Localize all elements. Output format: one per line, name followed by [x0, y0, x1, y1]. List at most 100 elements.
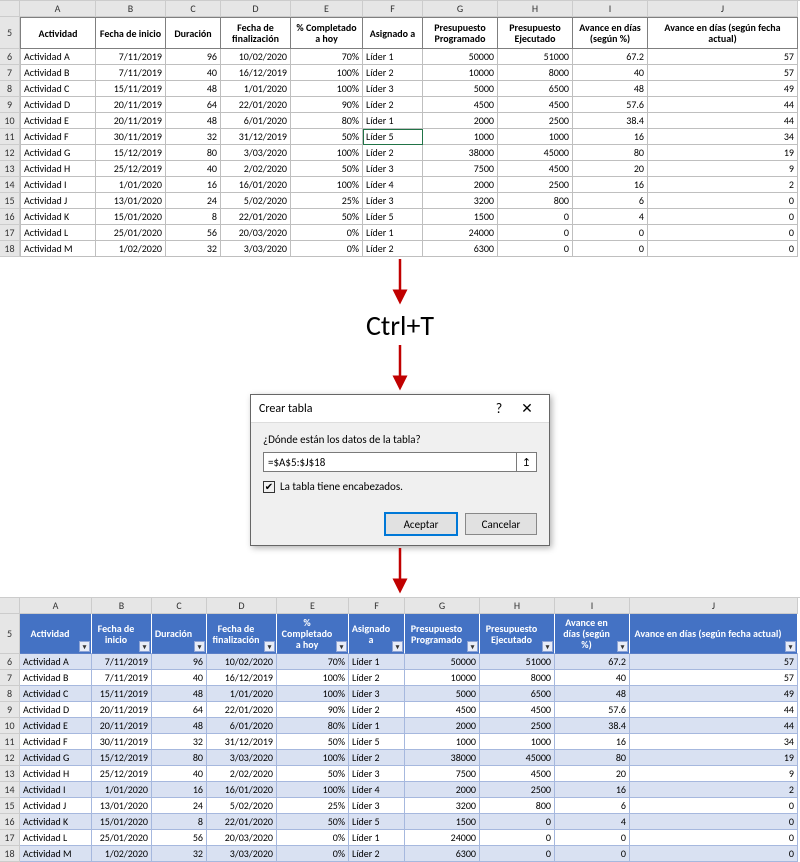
column-header[interactable]: D	[221, 1, 291, 17]
cell[interactable]: 0%	[277, 846, 349, 862]
cell[interactable]: 0	[648, 209, 798, 225]
cell[interactable]: Actividad E	[20, 718, 92, 734]
cell[interactable]: 70%	[277, 654, 349, 670]
cell[interactable]: 1000	[423, 129, 498, 145]
cell[interactable]: 2500	[480, 782, 555, 798]
cell[interactable]: Actividad H	[20, 161, 96, 177]
column-header[interactable]: A	[20, 598, 92, 614]
cell[interactable]: 80%	[291, 113, 363, 129]
cell[interactable]: 20/03/2020	[207, 830, 277, 846]
cell[interactable]: 0	[648, 241, 798, 257]
cell[interactable]: 6300	[405, 846, 480, 862]
cell[interactable]: 4500	[423, 97, 498, 113]
cell[interactable]: 3/03/2020	[221, 145, 291, 161]
cell[interactable]: 5/02/2020	[221, 193, 291, 209]
cell[interactable]: 100%	[277, 782, 349, 798]
cell[interactable]: Actividad K	[20, 209, 96, 225]
cell[interactable]: 34	[630, 734, 798, 750]
cell[interactable]: 20/11/2019	[96, 97, 166, 113]
table-header-cell[interactable]: Fecha de inicio▾	[92, 614, 152, 654]
cell[interactable]: 10/02/2020	[207, 654, 277, 670]
cell[interactable]: Líder 2	[363, 145, 423, 161]
cell[interactable]: 0	[498, 241, 573, 257]
cell[interactable]: Líder 3	[363, 81, 423, 97]
row-header[interactable]: 15	[0, 193, 20, 209]
cell[interactable]: 40	[555, 670, 630, 686]
column-header[interactable]: C	[166, 1, 221, 17]
table-header-cell[interactable]: Actividad▾	[20, 614, 92, 654]
cell[interactable]: 10000	[405, 670, 480, 686]
cell[interactable]: 38000	[405, 750, 480, 766]
column-header[interactable]: B	[92, 598, 152, 614]
cell[interactable]: Actividad L	[20, 225, 96, 241]
cell[interactable]: 57.6	[555, 702, 630, 718]
cell[interactable]: 38.4	[555, 718, 630, 734]
cell[interactable]: 20/11/2019	[92, 702, 152, 718]
cell[interactable]: 9	[648, 161, 798, 177]
cell[interactable]: 8	[166, 209, 221, 225]
cell[interactable]: 16/01/2020	[221, 177, 291, 193]
cell[interactable]: 2000	[423, 177, 498, 193]
cell[interactable]: Líder 3	[349, 686, 405, 702]
cell[interactable]: 24000	[405, 830, 480, 846]
cell[interactable]: 40	[166, 161, 221, 177]
cell[interactable]: 1500	[405, 814, 480, 830]
cell[interactable]: Actividad K	[20, 814, 92, 830]
table-header-cell[interactable]: Avance en días (según %)▾	[555, 614, 630, 654]
cell[interactable]: Líder 2	[349, 750, 405, 766]
cell[interactable]: Líder 5	[363, 129, 423, 145]
column-header[interactable]: G	[423, 1, 498, 17]
cell[interactable]: 22/01/2020	[221, 97, 291, 113]
cell[interactable]: 48	[152, 718, 207, 734]
cell[interactable]: 22/01/2020	[221, 209, 291, 225]
cell[interactable]: 16	[555, 782, 630, 798]
cell[interactable]: 100%	[277, 670, 349, 686]
help-icon[interactable]: ?	[485, 397, 513, 421]
cell[interactable]: Líder 1	[363, 225, 423, 241]
table-header-cell[interactable]: Asignado a▾	[349, 614, 405, 654]
cell[interactable]: 0	[648, 193, 798, 209]
cell[interactable]: 38.4	[573, 113, 648, 129]
cell[interactable]: 6300	[423, 241, 498, 257]
cell[interactable]: 4500	[498, 97, 573, 113]
cell[interactable]: 3/03/2020	[207, 750, 277, 766]
cell[interactable]: Actividad J	[20, 798, 92, 814]
cell[interactable]: Líder 1	[349, 654, 405, 670]
cell[interactable]: 2500	[498, 177, 573, 193]
cell[interactable]: 34	[648, 129, 798, 145]
filter-dropdown-icon[interactable]: ▾	[264, 641, 275, 652]
cell[interactable]: Actividad J	[20, 193, 96, 209]
cell[interactable]: Líder 5	[349, 734, 405, 750]
cell[interactable]: Líder 2	[349, 846, 405, 862]
cell[interactable]: 50%	[277, 766, 349, 782]
cell[interactable]: 32	[166, 241, 221, 257]
cell[interactable]: 30/11/2019	[96, 129, 166, 145]
cell[interactable]: 16	[573, 129, 648, 145]
cell[interactable]: 0	[630, 798, 798, 814]
cell[interactable]: 100%	[291, 145, 363, 161]
collapse-dialog-icon[interactable]: ↥	[517, 452, 537, 472]
cell[interactable]: 4500	[405, 702, 480, 718]
cell[interactable]: 7500	[405, 766, 480, 782]
table-header-cell[interactable]: Duración▾	[152, 614, 207, 654]
cell[interactable]: 49	[630, 686, 798, 702]
cell[interactable]: 64	[166, 97, 221, 113]
cell[interactable]: 4500	[480, 702, 555, 718]
cell[interactable]: 16/12/2019	[207, 670, 277, 686]
table-header-cell[interactable]: Presupuesto Ejecutado▾	[480, 614, 555, 654]
column-header[interactable]: F	[363, 1, 423, 17]
cell[interactable]: 1/02/2020	[92, 846, 152, 862]
cell[interactable]: Líder 3	[349, 798, 405, 814]
cell[interactable]: 57	[648, 65, 798, 81]
cell[interactable]: 3200	[423, 193, 498, 209]
cell[interactable]: 40	[152, 766, 207, 782]
filter-dropdown-icon[interactable]: ▾	[139, 641, 150, 652]
cell[interactable]: Líder 3	[363, 193, 423, 209]
close-icon[interactable]: ✕	[513, 397, 541, 421]
cell[interactable]: Líder 5	[349, 814, 405, 830]
cell[interactable]: 80	[152, 750, 207, 766]
cell[interactable]: 80	[555, 750, 630, 766]
row-header[interactable]: 6	[0, 654, 20, 670]
cell[interactable]: 3/03/2020	[221, 241, 291, 257]
cell[interactable]: 15/11/2019	[92, 686, 152, 702]
